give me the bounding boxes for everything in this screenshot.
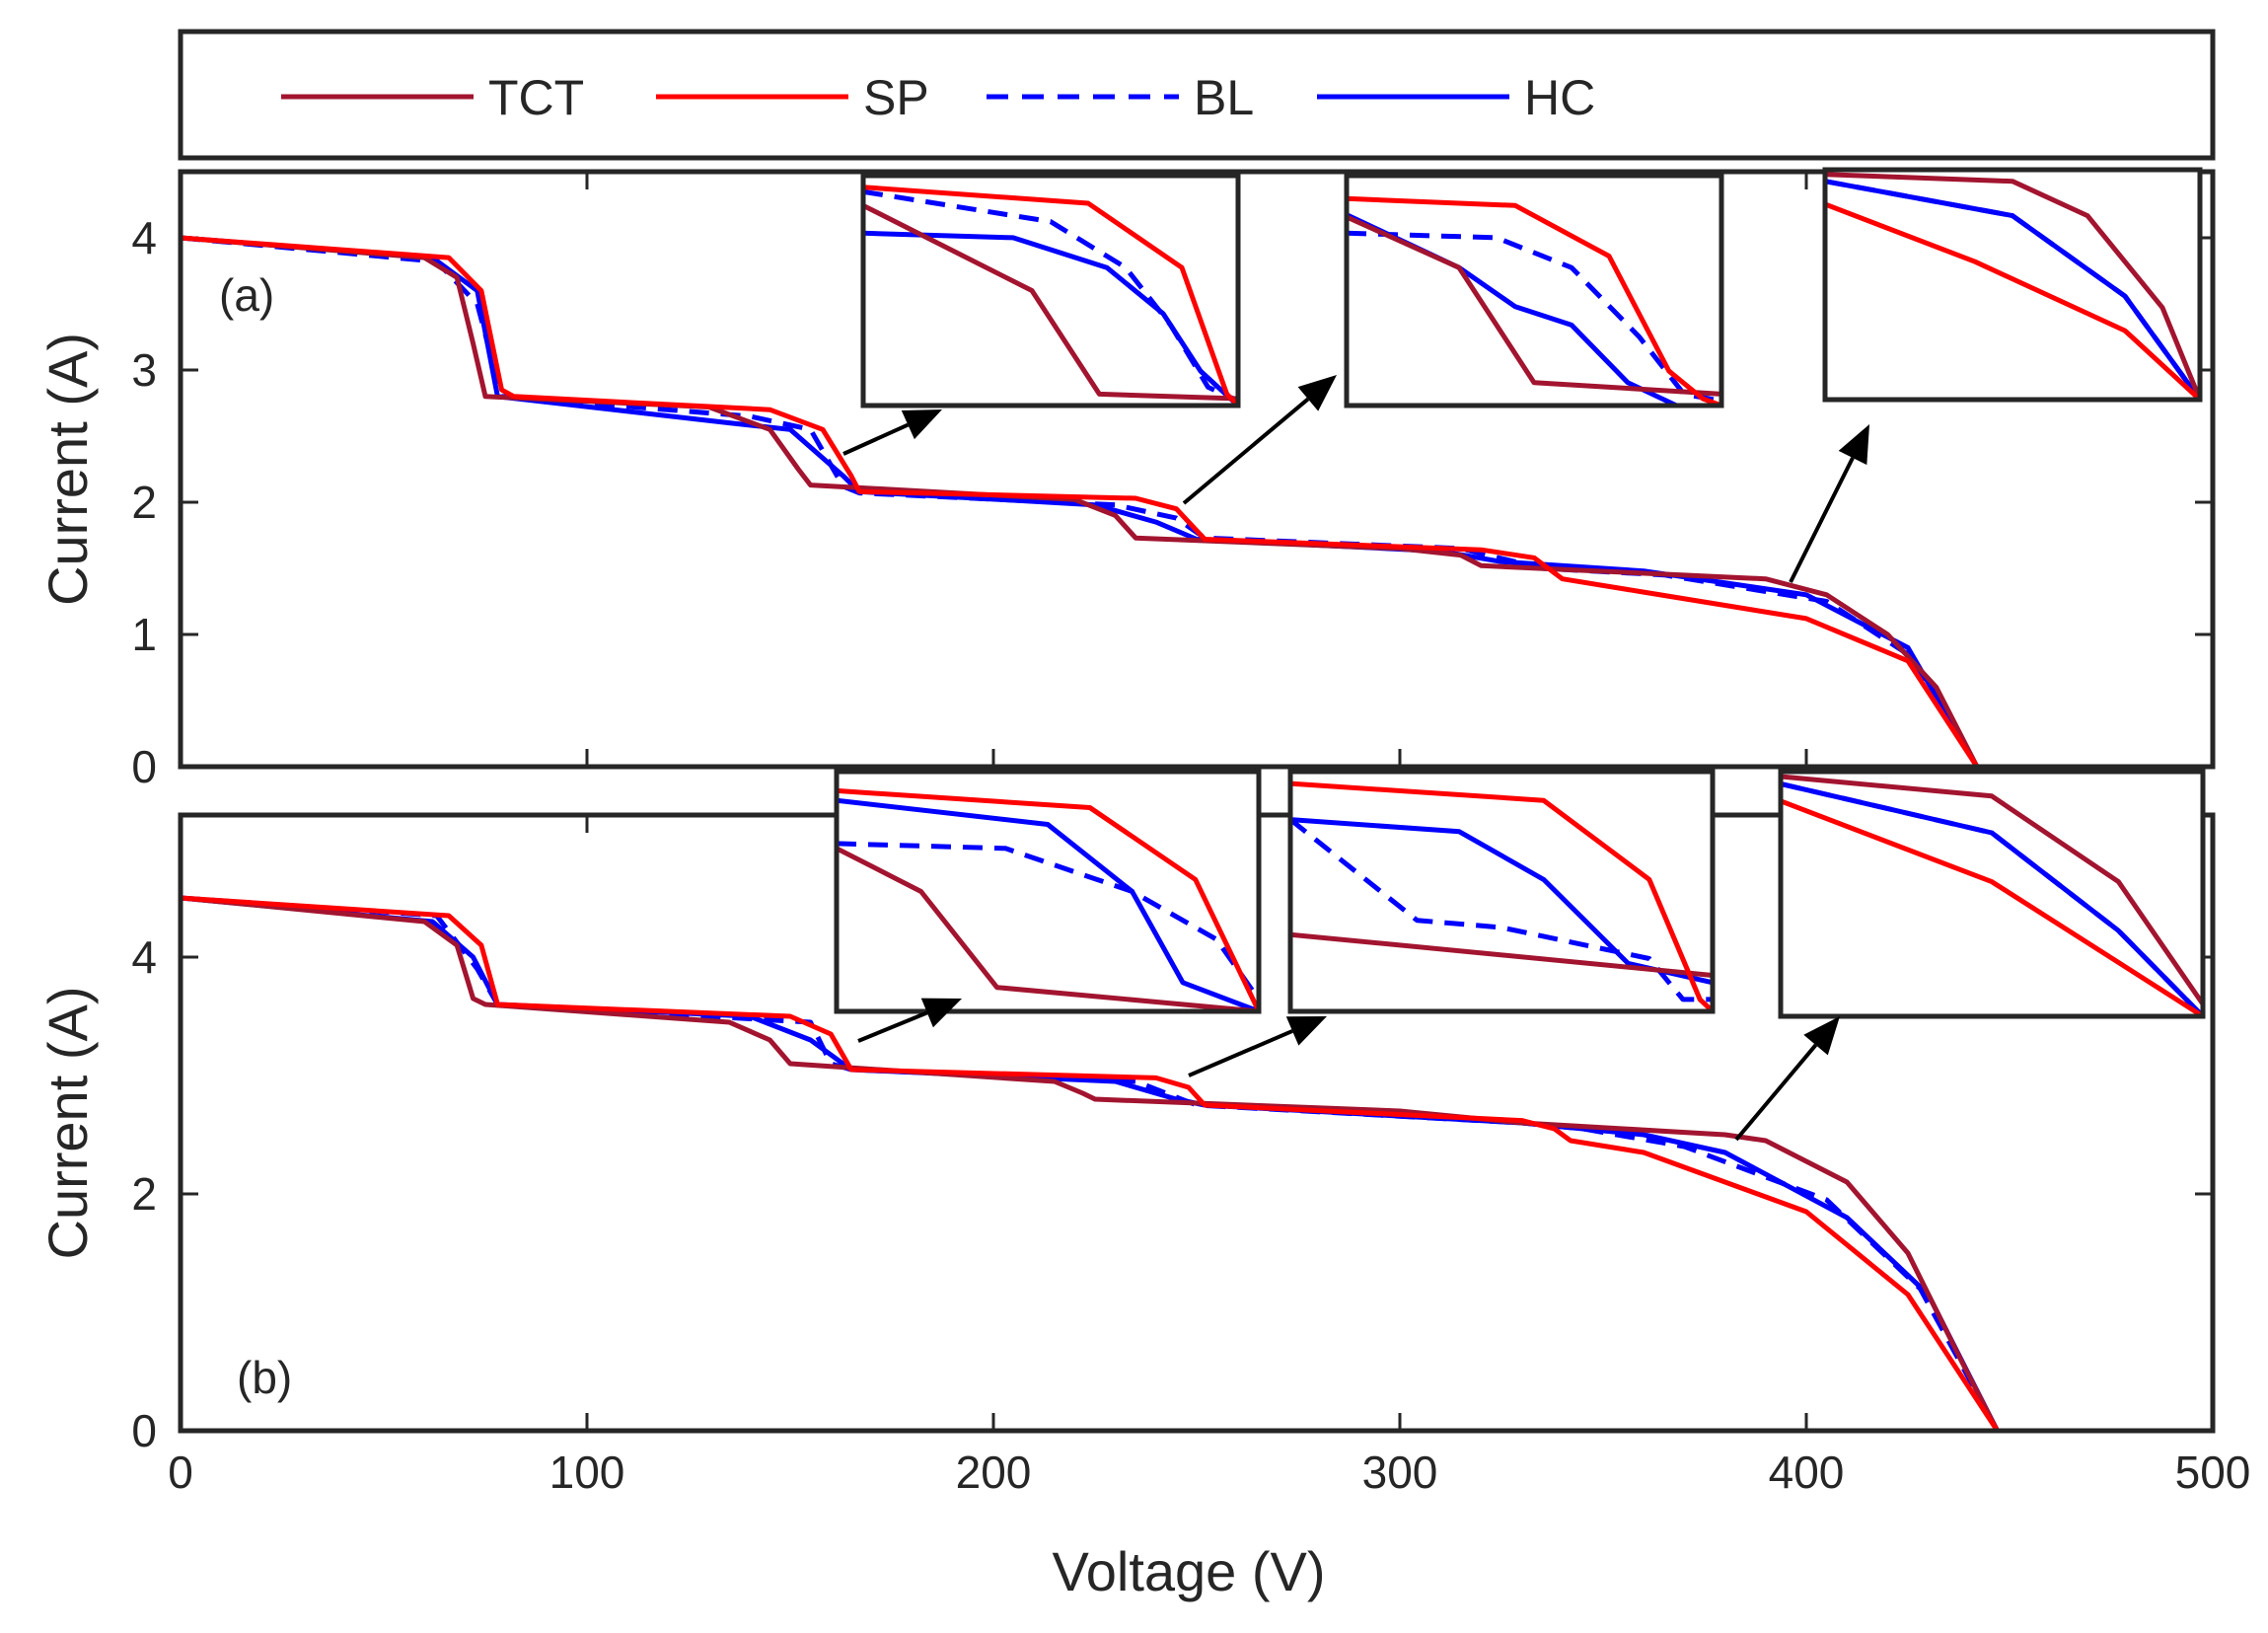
zoom-arrow: [857, 998, 962, 1043]
arrow-shaft: [1182, 397, 1310, 505]
series-line-tct: [181, 895, 2000, 1431]
inset-background: [837, 772, 1259, 1011]
inset-line-hc: [1781, 780, 2203, 1016]
x-axis-label: Voltage (V): [1052, 1540, 1325, 1602]
inset-background: [1825, 170, 2200, 400]
series-line-sp: [181, 235, 1980, 767]
inset-line-tct: [1781, 774, 2203, 1006]
inset-frame: [1344, 173, 1724, 408]
inset-line-sp: [863, 185, 1238, 406]
inset-line-bl: [1290, 817, 1713, 1002]
y-tick-label: 4: [131, 212, 157, 263]
inset-frame: [860, 173, 1241, 408]
y-tick-label: 2: [131, 1168, 157, 1220]
inset-line-tct: [1290, 931, 1713, 978]
panel-label: (a): [219, 269, 274, 321]
arrow-shaft: [1734, 1043, 1818, 1142]
panel-label: (b): [237, 1352, 292, 1403]
legend-label-tct: TCT: [488, 70, 584, 125]
arrow-head: [1297, 375, 1337, 411]
zoom-inset: [1287, 769, 1716, 1014]
series-group: [181, 895, 2000, 1431]
inset-background: [1781, 772, 2203, 1016]
inset-line-tct: [837, 846, 1259, 1011]
legend: TCT SP BL HC: [178, 29, 2216, 161]
legend-label-sp: SP: [863, 70, 929, 125]
inset-line-hc: [863, 230, 1238, 406]
arrow-head: [901, 409, 942, 440]
inset-background: [863, 176, 1238, 406]
inset-line-hc: [1825, 179, 2200, 400]
zoom-inset: [834, 769, 1262, 1014]
y-tick-label: 4: [131, 931, 157, 983]
legend-item-tct: TCT: [281, 70, 584, 125]
arrow-shaft: [1789, 457, 1855, 583]
zoom-inset: [1778, 769, 2206, 1019]
legend-label-hc: HC: [1524, 70, 1595, 125]
series-line-sp: [181, 895, 2000, 1431]
y-tick-label: 1: [131, 609, 157, 660]
inset-line-tct: [863, 203, 1238, 402]
series-group: [181, 235, 1980, 767]
arrow-head: [1803, 1016, 1840, 1056]
inset-line-bl: [863, 188, 1238, 404]
inset-frame: [1778, 769, 2206, 1019]
x-tick-label: 300: [1362, 1447, 1438, 1498]
inset-line-sp: [1347, 195, 1721, 406]
arrow-shaft: [842, 422, 910, 456]
inset-line-hc: [837, 797, 1259, 1011]
inset-frame: [1822, 167, 2203, 403]
x-tick-label: 500: [2175, 1447, 2251, 1498]
inset-line-sp: [837, 787, 1259, 1011]
inset-line-sp: [1825, 201, 2200, 400]
inset-line-tct: [1347, 214, 1721, 397]
legend-item-hc: HC: [1317, 70, 1595, 125]
inset-background: [1347, 176, 1721, 406]
inset-line-tct: [1825, 172, 2200, 400]
arrow-head: [920, 998, 962, 1028]
arrow-head: [1285, 1016, 1327, 1046]
zoom-inset: [860, 173, 1241, 408]
plot-frame: [178, 169, 2216, 770]
x-tick-label: 100: [549, 1447, 625, 1498]
zoom-arrow: [1789, 424, 1869, 583]
series-line-hc: [181, 895, 2000, 1431]
zoom-arrow: [842, 409, 942, 456]
arrow-head: [1838, 424, 1869, 466]
inset-frame: [1287, 769, 1716, 1014]
inset-line-sp: [1781, 798, 2203, 1016]
legend-item-sp: SP: [656, 70, 929, 125]
arrow-shaft: [1188, 1029, 1293, 1077]
x-tick-label: 0: [168, 1447, 193, 1498]
inset-frame: [834, 769, 1262, 1014]
arrow-shaft: [857, 1010, 928, 1043]
zoom-inset: [1344, 173, 1724, 408]
legend-label-bl: BL: [1194, 70, 1254, 125]
x-tick-label: 400: [1769, 1447, 1845, 1498]
legend-item-bl: BL: [987, 70, 1254, 125]
plot-panels: 0 1 2 3 4 Current (A) (a) 0 100 200 300 400 500 0 2 4 Cu…: [37, 167, 2251, 1498]
y-tick-label: 3: [131, 344, 157, 396]
inset-background: [1290, 772, 1713, 1011]
y-tick-label: 0: [131, 741, 157, 792]
y-axis-label: Current (A): [37, 987, 99, 1260]
y-tick-label: 2: [131, 477, 157, 528]
y-tick-label: 0: [131, 1405, 157, 1456]
series-line-tct: [181, 235, 1980, 767]
inset-line-sp: [1290, 780, 1713, 1011]
zoom-arrow: [1182, 375, 1337, 505]
zoom-arrow: [1188, 1016, 1327, 1077]
zoom-arrow: [1734, 1016, 1840, 1142]
x-tick-label: 200: [956, 1447, 1032, 1498]
zoom-inset: [1822, 167, 2203, 403]
y-axis-label: Current (A): [37, 333, 99, 606]
legend-box: [178, 29, 2216, 161]
